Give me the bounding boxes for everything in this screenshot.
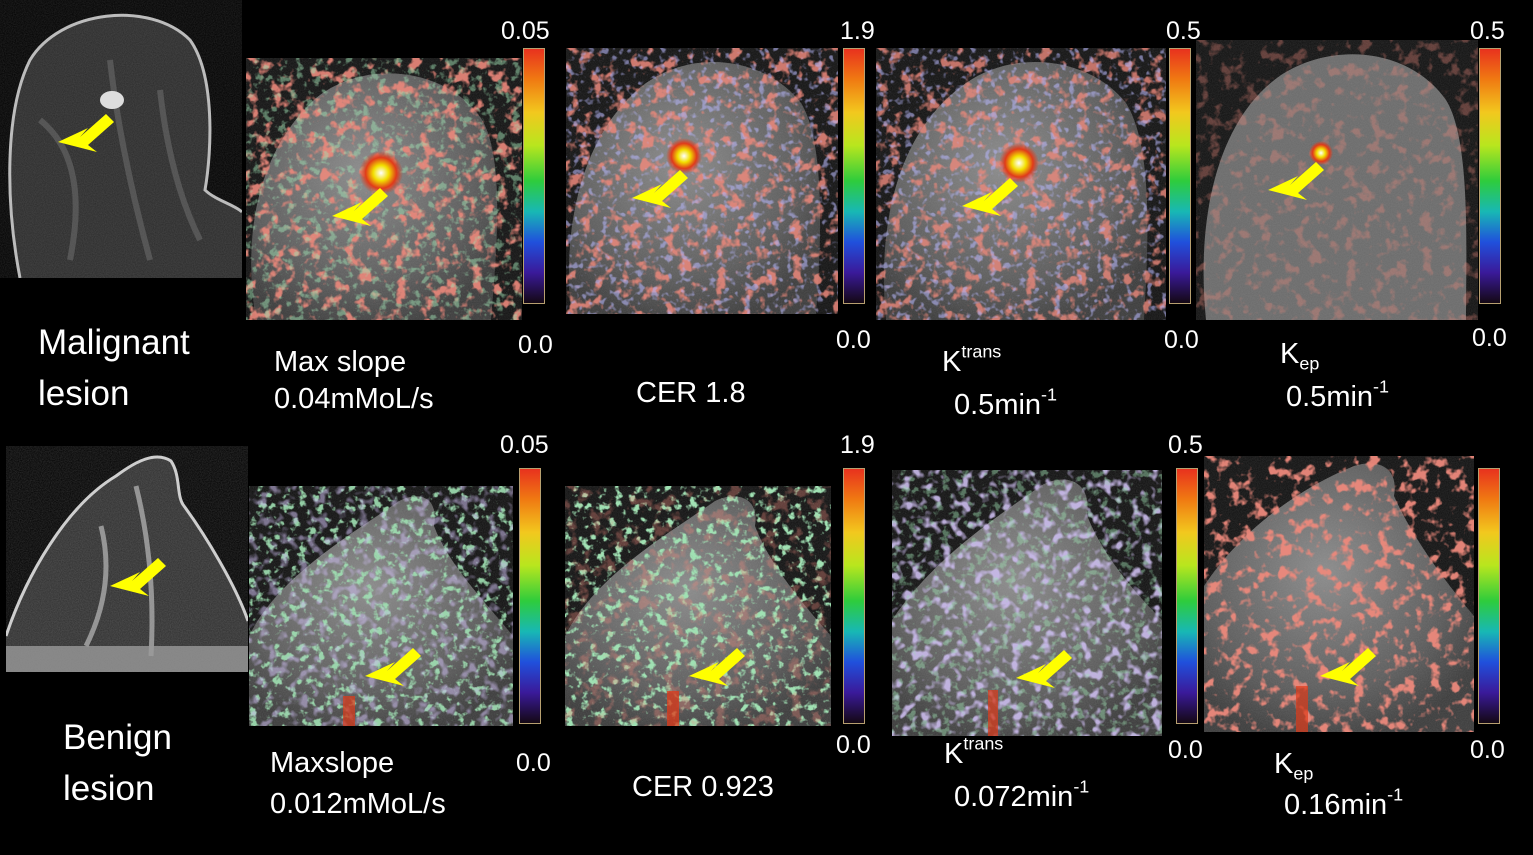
malignant-maxslope-value: 0.04mMoL/s [274,383,434,416]
malignant-kep-scale-min: 0.0 [1472,324,1507,352]
malignant-ktrans-map [876,48,1166,320]
benign-cer-label: CER 0.923 [632,771,774,803]
benign-kep-base: K [1274,748,1294,780]
benign-kep-unit-sup: -1 [1387,784,1404,805]
malignant-kep-colorbar [1479,48,1501,304]
malignant-maxslope-scale-max: 0.05 [501,17,550,45]
benign-cer-scale-max: 1.9 [840,431,875,459]
benign-ktrans-base: K [944,738,964,770]
malignant-maxslope-colorbar [523,48,545,304]
benign-ktrans-map [892,470,1162,736]
malignant-ktrans-unit-sup: -1 [1041,384,1058,405]
malignant-ktrans-sup: trans [961,341,1002,362]
malignant-kep-map [1196,40,1478,320]
malignant-kep-value: 0.5min [1286,381,1374,414]
malignant-title-line1: Malignant [38,323,190,362]
benign-maxslope-name: Maxslope [270,747,395,779]
benign-kep-colorbar [1478,468,1500,724]
benign-kep-sub: ep [1293,763,1314,784]
benign-ktrans-scale-min: 0.0 [1168,736,1203,764]
benign-cer-map [565,486,831,726]
malignant-kep-sub: ep [1299,353,1320,374]
benign-ktrans-sup: trans [963,733,1004,754]
malignant-cer-scale-min: 0.0 [836,326,871,354]
benign-kep-scale-min: 0.0 [1470,736,1505,764]
benign-title-line1: Benign [63,718,172,757]
malignant-maxslope-map [246,58,522,320]
malignant-kep-label: Kep 0.5min-1 [1280,338,1389,415]
benign-reference-image [6,446,248,672]
benign-ktrans-colorbar [1176,468,1198,724]
malignant-maxslope-name: Max slope [274,346,407,378]
malignant-cer-scale-max: 1.9 [840,17,875,45]
benign-maxslope-scale-max: 0.05 [500,431,549,459]
benign-kep-value: 0.16min [1284,789,1388,822]
malignant-title: Malignant lesion [38,318,190,420]
malignant-reference-image [0,0,242,278]
benign-maxslope-scale-min: 0.0 [516,749,551,777]
benign-ktrans-label: Ktrans 0.072min-1 [944,735,1090,815]
malignant-ktrans-scale-max: 0.5 [1166,17,1201,45]
malignant-cer-colorbar [843,48,865,304]
benign-ktrans-unit-sup: -1 [1073,776,1090,797]
malignant-kep-base: K [1280,338,1300,370]
benign-cer-scale-min: 0.0 [836,731,871,759]
malignant-ktrans-value: 0.5min [954,389,1042,422]
benign-maxslope-value: 0.012mMoL/s [270,788,446,821]
malignant-cer-map [566,48,838,314]
benign-maxslope-map [249,486,513,726]
malignant-ktrans-base: K [942,346,962,378]
malignant-kep-scale-max: 0.5 [1470,17,1505,45]
benign-maxslope-colorbar [519,468,541,724]
benign-cer-colorbar [843,468,865,724]
benign-kep-label: Kep 0.16min-1 [1274,748,1403,823]
benign-title-line2: lesion [63,768,155,808]
malignant-cer-label: CER 1.8 [636,377,746,409]
malignant-ktrans-label: Ktrans 0.5min-1 [942,343,1058,423]
benign-title: Benign lesion [63,713,172,815]
malignant-kep-unit-sup: -1 [1373,376,1390,397]
malignant-ktrans-scale-min: 0.0 [1164,326,1199,354]
benign-ktrans-value: 0.072min [954,781,1074,814]
benign-kep-map [1204,456,1474,732]
benign-ktrans-scale-max: 0.5 [1168,431,1203,459]
malignant-ktrans-colorbar [1169,48,1191,304]
malignant-maxslope-label: Max slope 0.04mMoL/s [274,346,434,417]
malignant-title-line2: lesion [38,373,130,413]
benign-maxslope-label: Maxslope 0.012mMoL/s [270,747,446,822]
malignant-maxslope-scale-min: 0.0 [518,331,553,359]
